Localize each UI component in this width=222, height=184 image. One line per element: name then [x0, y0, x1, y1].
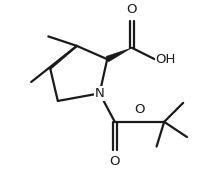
Text: O: O	[109, 155, 120, 168]
Text: O: O	[127, 3, 137, 16]
Text: OH: OH	[156, 53, 176, 66]
Text: N: N	[95, 87, 105, 100]
Polygon shape	[106, 48, 132, 62]
Text: O: O	[134, 103, 145, 116]
